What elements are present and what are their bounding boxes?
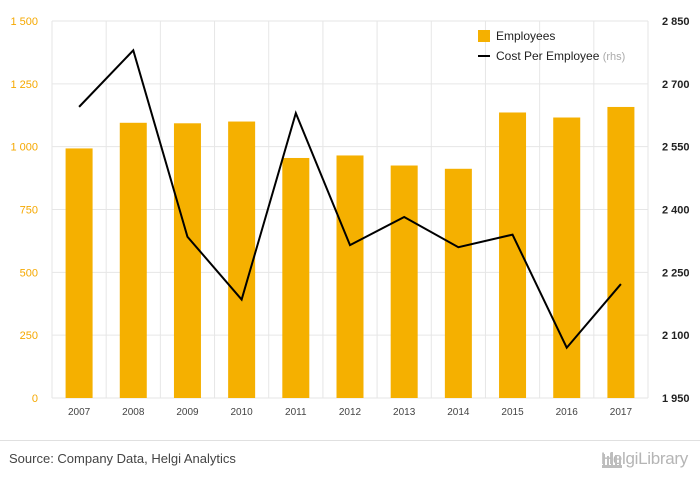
right-tick-label: 2 550 <box>662 142 690 154</box>
left-axis: 0 250 500 750 1 000 1 250 1 500 <box>10 16 38 405</box>
bar-employees-2013 <box>390 165 418 398</box>
left-tick-label: 1 250 <box>10 79 38 91</box>
bar-employees-2016 <box>553 117 581 399</box>
legend: Employees Cost Per Employee (rhs) <box>478 29 625 63</box>
legend-label-cost-per-employee: Cost Per Employee (rhs) <box>496 49 625 63</box>
legend-label-employees: Employees <box>496 29 555 43</box>
chart-svg: 0 250 500 750 1 000 1 250 1 500 1 950 2 100 2 25… <box>10 16 690 418</box>
bar-employees-2009 <box>173 123 201 398</box>
x-tick-label: 2011 <box>285 407 307 418</box>
footer: Source: Company Data, Helgi Analytics He… <box>0 440 700 483</box>
x-tick-label: 2013 <box>393 407 416 418</box>
bar-employees-2012 <box>336 155 364 398</box>
right-axis: 1 950 2 100 2 250 2 400 2 550 2 700 2 850 <box>662 16 690 405</box>
right-tick-label: 2 850 <box>662 16 690 28</box>
bar-employees-2007 <box>65 148 93 398</box>
line-cost-per-employee <box>78 48 622 350</box>
x-tick-label: 2012 <box>339 407 362 418</box>
source-note: Source: Company Data, Helgi Analytics <box>9 451 236 466</box>
x-tick-label: 2009 <box>176 407 199 418</box>
left-tick-label: 0 <box>32 393 38 405</box>
bar-employees-2010 <box>228 121 256 399</box>
right-tick-label: 2 250 <box>662 267 690 279</box>
x-tick-label: 2008 <box>122 407 145 418</box>
right-tick-label: 2 100 <box>662 330 690 342</box>
bar-employees-2008 <box>119 122 147 398</box>
bar-employees-2014 <box>444 168 472 398</box>
x-tick-label: 2016 <box>556 407 579 418</box>
right-tick-label: 1 950 <box>662 393 690 405</box>
bar-series-employees <box>65 106 635 399</box>
x-tick-label: 2007 <box>68 407 91 418</box>
right-tick-label: 2 400 <box>662 205 690 217</box>
left-tick-label: 250 <box>20 330 38 342</box>
brand-logo: HelgiLibrary <box>601 449 688 469</box>
x-axis: 2007 2008 2009 2010 2011 2012 2013 2014 2015 2016… <box>68 407 633 418</box>
library-columns-icon <box>601 452 622 468</box>
x-tick-label: 2010 <box>231 407 254 418</box>
line-series-cost-per-employee <box>78 48 622 350</box>
right-tick-label: 2 700 <box>662 79 690 91</box>
gridlines <box>51 20 649 399</box>
left-tick-label: 750 <box>20 205 38 217</box>
legend-swatch-employees <box>478 30 490 42</box>
x-tick-label: 2014 <box>447 407 470 418</box>
bar-employees-2017 <box>607 106 635 399</box>
left-tick-label: 1 500 <box>10 16 38 28</box>
left-tick-label: 500 <box>20 267 38 279</box>
brand-name: HelgiLibrary <box>600 449 688 468</box>
left-tick-label: 1 000 <box>10 142 38 154</box>
legend-label-rhs: (rhs) <box>603 51 626 63</box>
x-tick-label: 2017 <box>610 407 633 418</box>
x-tick-label: 2015 <box>501 407 524 418</box>
bar-employees-2011 <box>282 157 310 398</box>
